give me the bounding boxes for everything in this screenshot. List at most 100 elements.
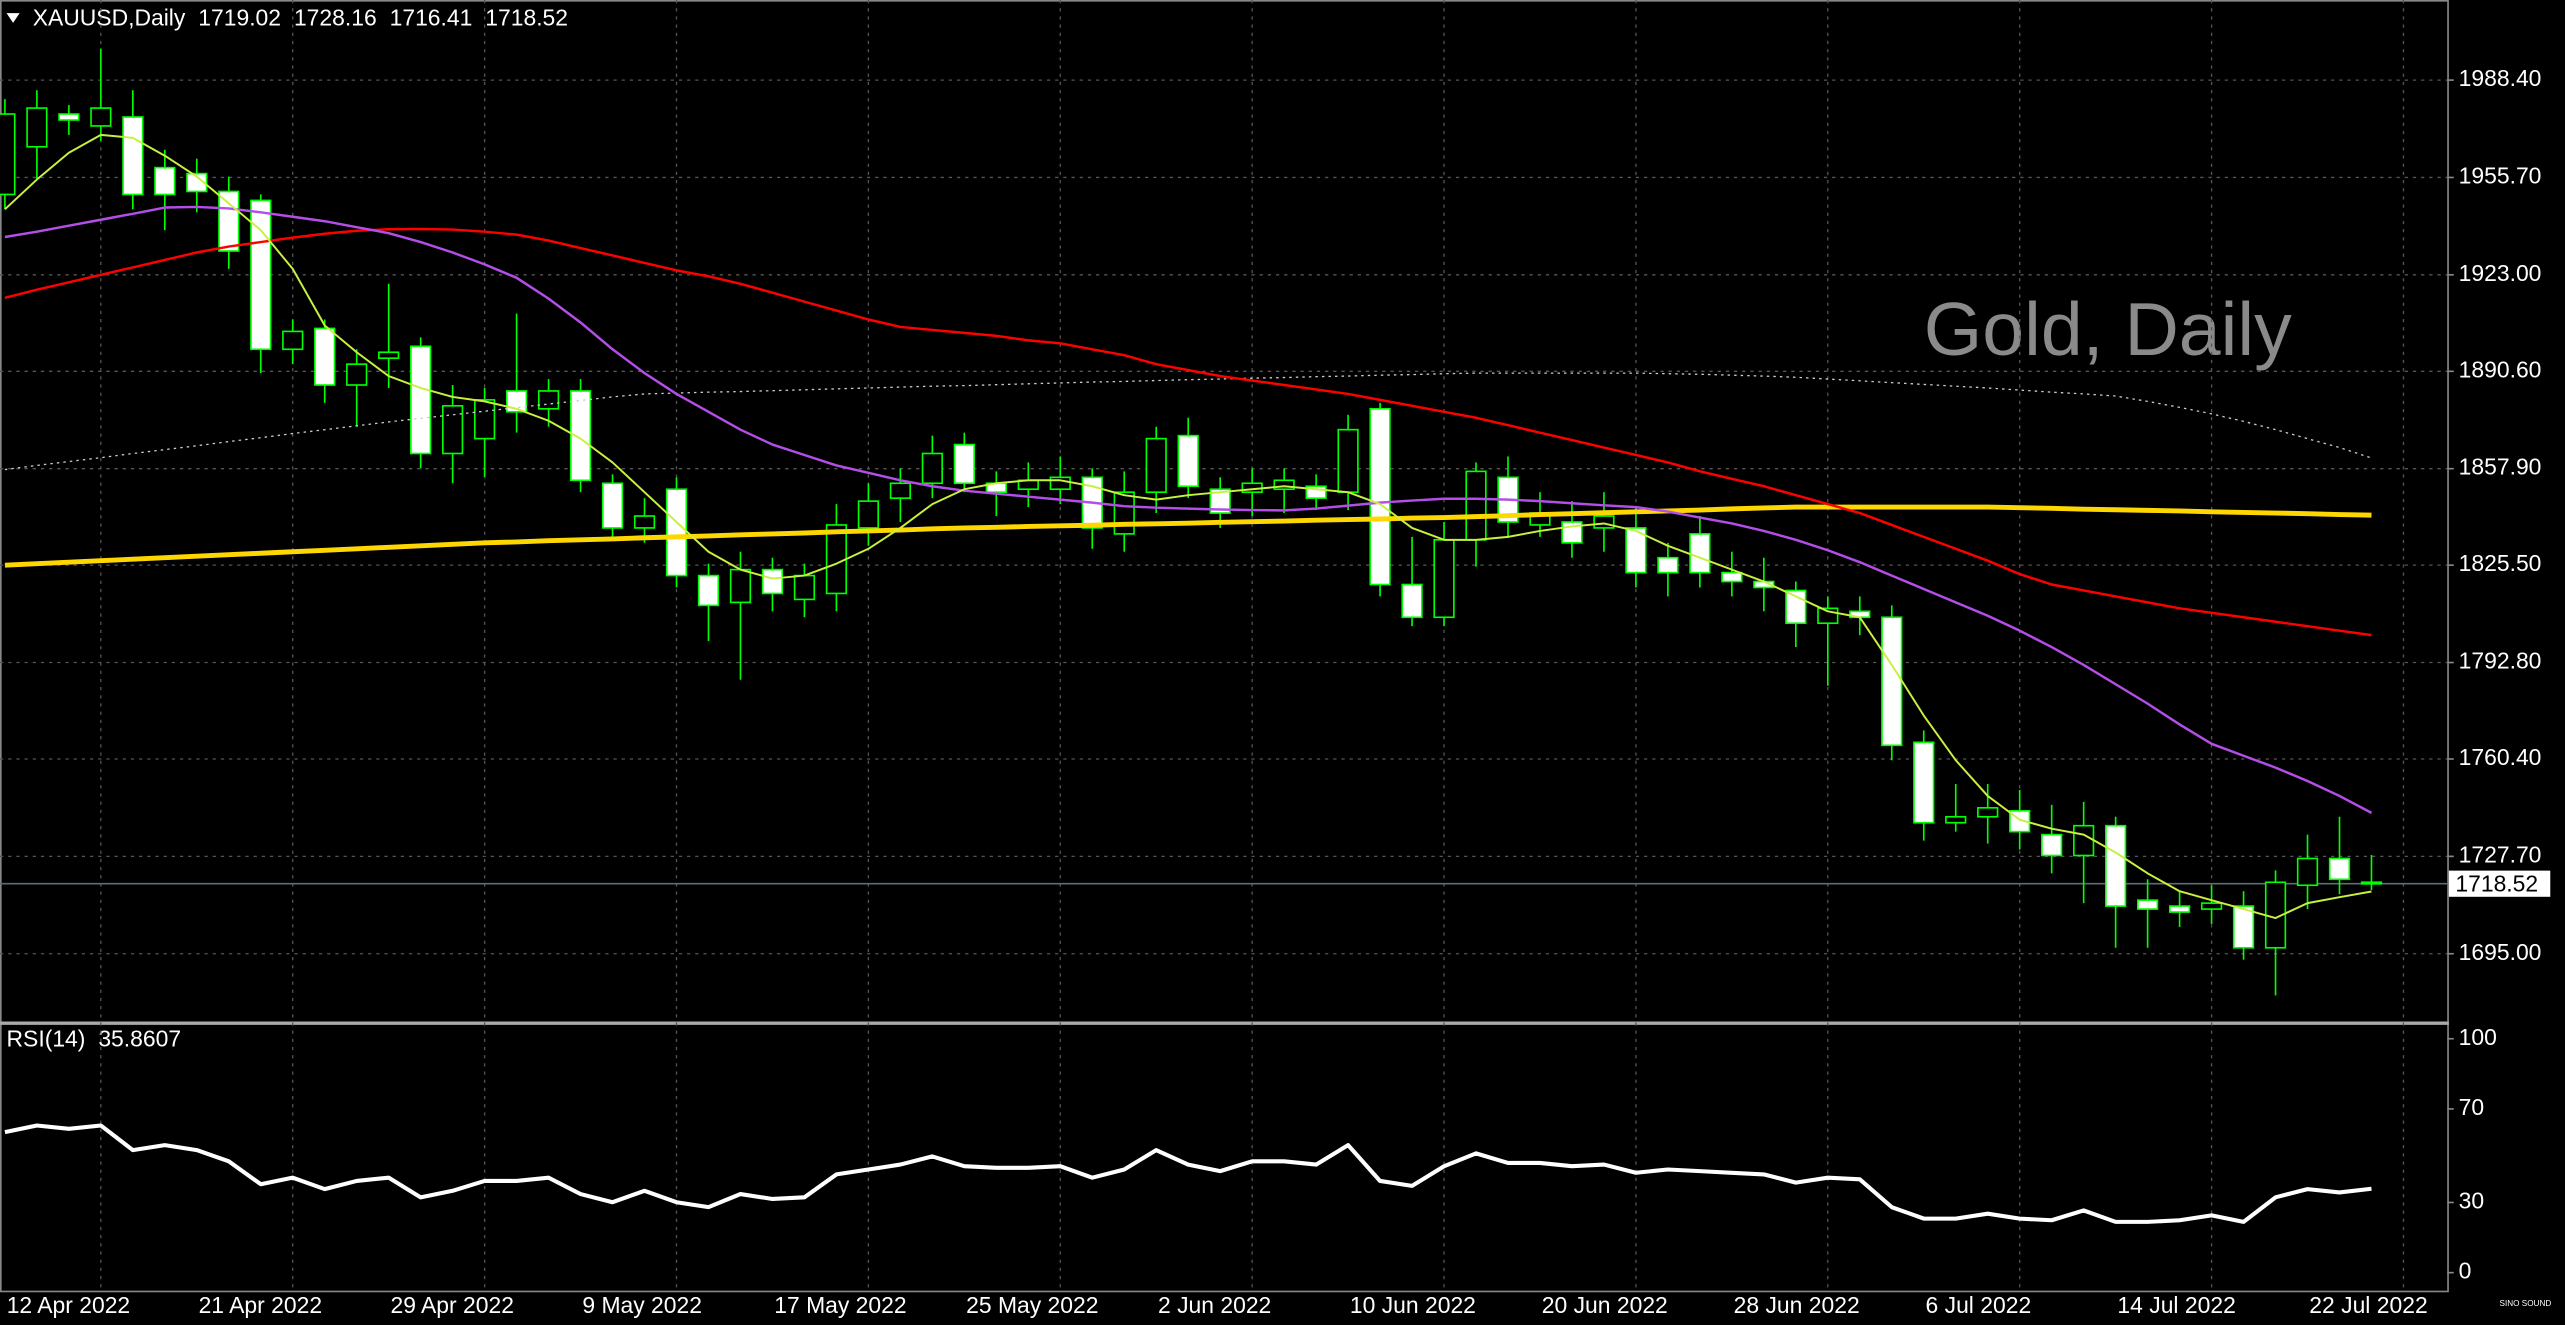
x-tick-label: 21 Apr 2022 <box>199 1292 322 1318</box>
candle-body <box>889 482 912 499</box>
candle-body <box>1977 807 1999 818</box>
x-tick-label: 2 Jun 2022 <box>1158 1292 1271 1318</box>
moving-average-line <box>4 133 2372 919</box>
candle-body <box>250 199 272 351</box>
candle-body <box>1177 434 1199 488</box>
rsi-value: 35.8607 <box>98 1025 181 1051</box>
candle-body <box>1625 527 1647 574</box>
candle-body <box>2360 881 2383 885</box>
candle-body <box>1305 485 1327 499</box>
candle-body <box>2200 902 2223 910</box>
y-tick-label: 1857.90 <box>2459 454 2542 480</box>
x-tick-label: 9 May 2022 <box>582 1292 702 1318</box>
y-tick-label: 1792.80 <box>2459 648 2542 674</box>
x-tick-label: 28 Jun 2022 <box>1734 1292 1860 1318</box>
candle-body <box>186 172 208 193</box>
candle-body <box>2041 833 2063 857</box>
rsi-line <box>4 1123 2372 1224</box>
candle-body <box>697 574 720 607</box>
y-tick-label: 1955.70 <box>2459 163 2542 189</box>
candle-body <box>857 500 880 529</box>
x-tick-label: 17 May 2022 <box>774 1292 906 1318</box>
candle-body <box>0 113 16 196</box>
candle-body <box>2168 905 2191 913</box>
candle-body <box>218 190 240 252</box>
candle-body <box>378 351 400 360</box>
x-tick-label: 10 Jun 2022 <box>1350 1292 1476 1318</box>
price-label-box <box>2448 870 2551 897</box>
open-value: 1719.02 <box>198 5 281 31</box>
candle-body <box>1945 815 1967 824</box>
chart-header: XAUUSD,Daily 1719.02 1728.16 1716.41 171… <box>33 5 568 31</box>
candle-body <box>1593 515 1615 529</box>
candle-body <box>442 405 464 455</box>
x-tick-label: 22 Jul 2022 <box>2309 1292 2427 1318</box>
candle-body <box>122 116 144 196</box>
y-tick-label: 1988.40 <box>2459 65 2542 91</box>
candle-body <box>1689 533 1711 574</box>
candle-body <box>2073 824 2095 857</box>
candle-body <box>1401 583 1423 619</box>
price-label: 1718.52 <box>2455 870 2538 896</box>
rsi-header: RSI(14) 35.8607 <box>7 1025 182 1051</box>
chart-frame <box>0 0 2449 1293</box>
candle-body <box>1465 470 1487 541</box>
moving-average-line <box>4 205 2373 814</box>
y-tick-label: 1923.00 <box>2459 260 2542 286</box>
y-tick-label: 1760.40 <box>2459 744 2542 770</box>
symbol: XAUUSD,Daily <box>33 5 186 31</box>
candle-body <box>2232 905 2255 949</box>
logo: SINO SOUND <box>2500 1299 2552 1308</box>
x-tick-label: 20 Jun 2022 <box>1542 1292 1668 1318</box>
candle-body <box>154 166 176 196</box>
x-tick-label: 25 May 2022 <box>966 1292 1098 1318</box>
y-tick-label: 1890.60 <box>2459 356 2542 382</box>
candle-body <box>314 327 336 386</box>
candle-body <box>2105 824 2127 907</box>
candle-body <box>569 390 592 482</box>
candle-body <box>2136 899 2159 910</box>
x-tick-label: 6 Jul 2022 <box>1926 1292 2032 1318</box>
moving-average-line <box>4 372 2372 471</box>
candle-body <box>633 515 656 529</box>
candle-body <box>921 452 943 485</box>
candle-body <box>2296 857 2319 887</box>
candle-body <box>58 113 80 121</box>
candle-body <box>1721 571 1743 583</box>
x-tick-label: 12 Apr 2022 <box>7 1292 130 1318</box>
y-tick-label: 1825.50 <box>2459 550 2542 576</box>
candle-body <box>282 330 304 351</box>
candle-body <box>1881 616 1903 747</box>
candle-body <box>26 107 48 148</box>
candle-body <box>346 363 368 386</box>
candle-body <box>953 443 975 485</box>
candle-body <box>1657 556 1679 574</box>
candle-body <box>1113 491 1135 535</box>
candle-body <box>2328 857 2351 881</box>
x-tick-label: 14 Jul 2022 <box>2117 1292 2235 1318</box>
candle-body <box>1209 488 1231 514</box>
rsi-title: RSI(14) <box>7 1025 86 1051</box>
candle-body <box>410 345 432 455</box>
candle-body <box>1049 476 1071 491</box>
candle-body <box>473 399 496 440</box>
watermark: Gold, Daily <box>1924 287 2292 371</box>
y-tick-label: 70 <box>2459 1094 2484 1120</box>
moving-average-line <box>4 504 2372 568</box>
candle-body <box>761 568 784 595</box>
y-tick-label: 1695.00 <box>2459 939 2542 965</box>
candle-body <box>729 568 752 604</box>
candle-body <box>793 574 816 601</box>
candle-body <box>601 482 624 529</box>
y-tick-label: 0 <box>2459 1258 2472 1284</box>
y-tick-label: 1727.70 <box>2459 841 2542 867</box>
candle-body <box>537 390 560 410</box>
candle-body <box>1337 428 1359 494</box>
candle-body <box>825 524 848 595</box>
x-tick-label: 29 Apr 2022 <box>390 1292 513 1318</box>
candle-body <box>1145 437 1167 494</box>
y-tick-label: 30 <box>2459 1188 2484 1214</box>
menu-arrow[interactable] <box>6 13 20 23</box>
candle-body <box>505 390 528 413</box>
